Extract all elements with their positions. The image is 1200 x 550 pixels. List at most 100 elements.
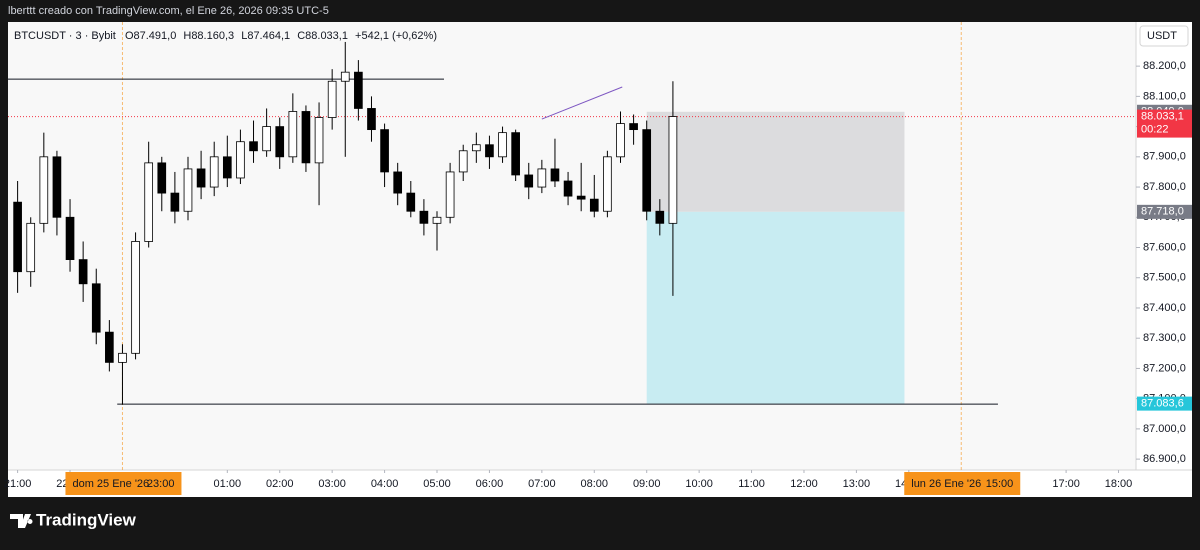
y-tick-label: 87.300,0 — [1143, 332, 1186, 344]
y-tick-label: 88.100,0 — [1143, 90, 1186, 102]
price-badge — [1137, 109, 1192, 138]
candle-body — [262, 126, 271, 152]
candle-body — [485, 144, 494, 158]
x-tick-label: 09:00 — [633, 478, 661, 490]
candle-body — [13, 201, 22, 273]
time-badge-date: dom 25 Ene '26 — [72, 478, 149, 490]
candle-body — [222, 156, 232, 179]
x-tick-label: 12:00 — [790, 478, 818, 490]
time-badge — [904, 472, 1021, 495]
candle-body — [340, 71, 350, 82]
ohlc: C88.033,1 — [297, 30, 348, 42]
plot-area — [8, 22, 1136, 470]
candle-body — [576, 195, 586, 200]
candle-body — [144, 162, 154, 242]
x-tick-label: 01:00 — [214, 478, 242, 490]
candle-body — [78, 259, 88, 285]
candle-body — [52, 156, 62, 218]
x-tick-label: 07:00 — [528, 478, 556, 490]
candle-body — [393, 171, 403, 194]
y-tick-label: 87.800,0 — [1143, 181, 1186, 193]
change: +542,1 (+0,62%) — [355, 30, 437, 42]
y-tick-label: 86.900,0 — [1143, 453, 1186, 465]
candle-body — [498, 132, 507, 158]
candle-body — [314, 117, 324, 164]
time-badge-time: 15:00 — [986, 478, 1014, 490]
candle-body — [249, 141, 258, 152]
y-tick-label: 87.900,0 — [1143, 151, 1186, 163]
x-tick-label: 10:00 — [685, 478, 713, 490]
axes: 88.200,088.100,088.000,087.900,087.800,0… — [4, 60, 1192, 495]
candle-body — [157, 162, 167, 194]
candle-body — [196, 168, 206, 188]
price-badge — [1137, 396, 1192, 411]
x-tick-label: 13:00 — [843, 478, 871, 490]
x-tick-label: 11:00 — [738, 478, 765, 490]
price-badge — [1137, 204, 1192, 219]
candle-body — [589, 198, 599, 212]
candle-body — [236, 141, 245, 179]
candle-body — [642, 129, 652, 212]
candle-body — [367, 108, 376, 131]
y-tick-label: 87.400,0 — [1143, 302, 1186, 314]
x-tick-label: 17:00 — [1052, 478, 1080, 490]
candle-body — [458, 150, 468, 173]
y-tick-label: 88.200,0 — [1143, 60, 1186, 72]
candle-body — [26, 222, 36, 273]
caption: lberttt creado con TradingView.com, el E… — [8, 5, 329, 17]
candle-body — [616, 123, 625, 158]
ohlc: O87.491,0 — [125, 30, 176, 42]
x-tick-label: 04:00 — [371, 478, 399, 490]
symbol: BTCUSDT · 3 · Bybit — [14, 30, 116, 42]
candle-body — [118, 352, 127, 363]
countdown: 00:22 — [1141, 123, 1169, 135]
y-tick-label: 87.200,0 — [1143, 362, 1186, 374]
candle-body — [655, 210, 665, 224]
candle-body — [288, 111, 298, 158]
candle-body — [170, 192, 180, 212]
time-badge-date: lun 26 Ene '26 — [911, 478, 981, 490]
y-tick-label: 87.500,0 — [1143, 272, 1186, 284]
candle-body — [603, 156, 612, 212]
y-tick-label: 87.600,0 — [1143, 241, 1186, 253]
time-badge — [65, 472, 182, 495]
price-badge-label: 87.083,6 — [1141, 398, 1184, 410]
x-tick-label: 03:00 — [318, 478, 346, 490]
candle-body — [445, 171, 455, 218]
candle-body — [39, 156, 49, 224]
candle-body — [524, 174, 534, 188]
y-tick-label: 87.000,0 — [1143, 423, 1186, 435]
candle-body — [537, 168, 547, 188]
price-badge-label: 87.718,0 — [1141, 206, 1184, 218]
x-tick-label: 08:00 — [581, 478, 609, 490]
price-badge-label: 88.033,1 — [1141, 110, 1184, 122]
target-zone — [646, 211, 905, 404]
candle-body — [65, 216, 75, 261]
currency: USDT — [1147, 30, 1177, 42]
legend: BTCUSDT · 3 · Bybit O87.491,0 H88.160,3 … — [14, 30, 437, 42]
candle-body — [91, 283, 101, 333]
candle-body — [301, 111, 311, 164]
ohlc: H88.160,3 — [183, 30, 234, 42]
ohlc: L87.464,1 — [241, 30, 290, 42]
candle-body — [406, 192, 416, 212]
x-tick-label: 05:00 — [423, 478, 451, 490]
currency-box[interactable] — [1139, 25, 1189, 47]
price-axis — [1136, 22, 1192, 470]
x-tick-label: 21:00 — [4, 478, 32, 490]
candle-body — [668, 116, 678, 224]
x-tick-label: 02:00 — [266, 478, 294, 490]
plot — [8, 22, 1136, 470]
candle-body — [432, 216, 442, 224]
x-tick-label: 06:00 — [476, 478, 504, 490]
brand: TradingView — [36, 510, 137, 529]
logo: TradingView — [10, 510, 137, 529]
candle-body — [327, 80, 337, 118]
candle-body — [550, 168, 560, 182]
x-tick-label: 18:00 — [1105, 478, 1133, 490]
candle-body — [563, 180, 573, 197]
candle-body — [629, 123, 638, 131]
stop-zone — [646, 111, 905, 212]
trend-line — [541, 86, 623, 120]
